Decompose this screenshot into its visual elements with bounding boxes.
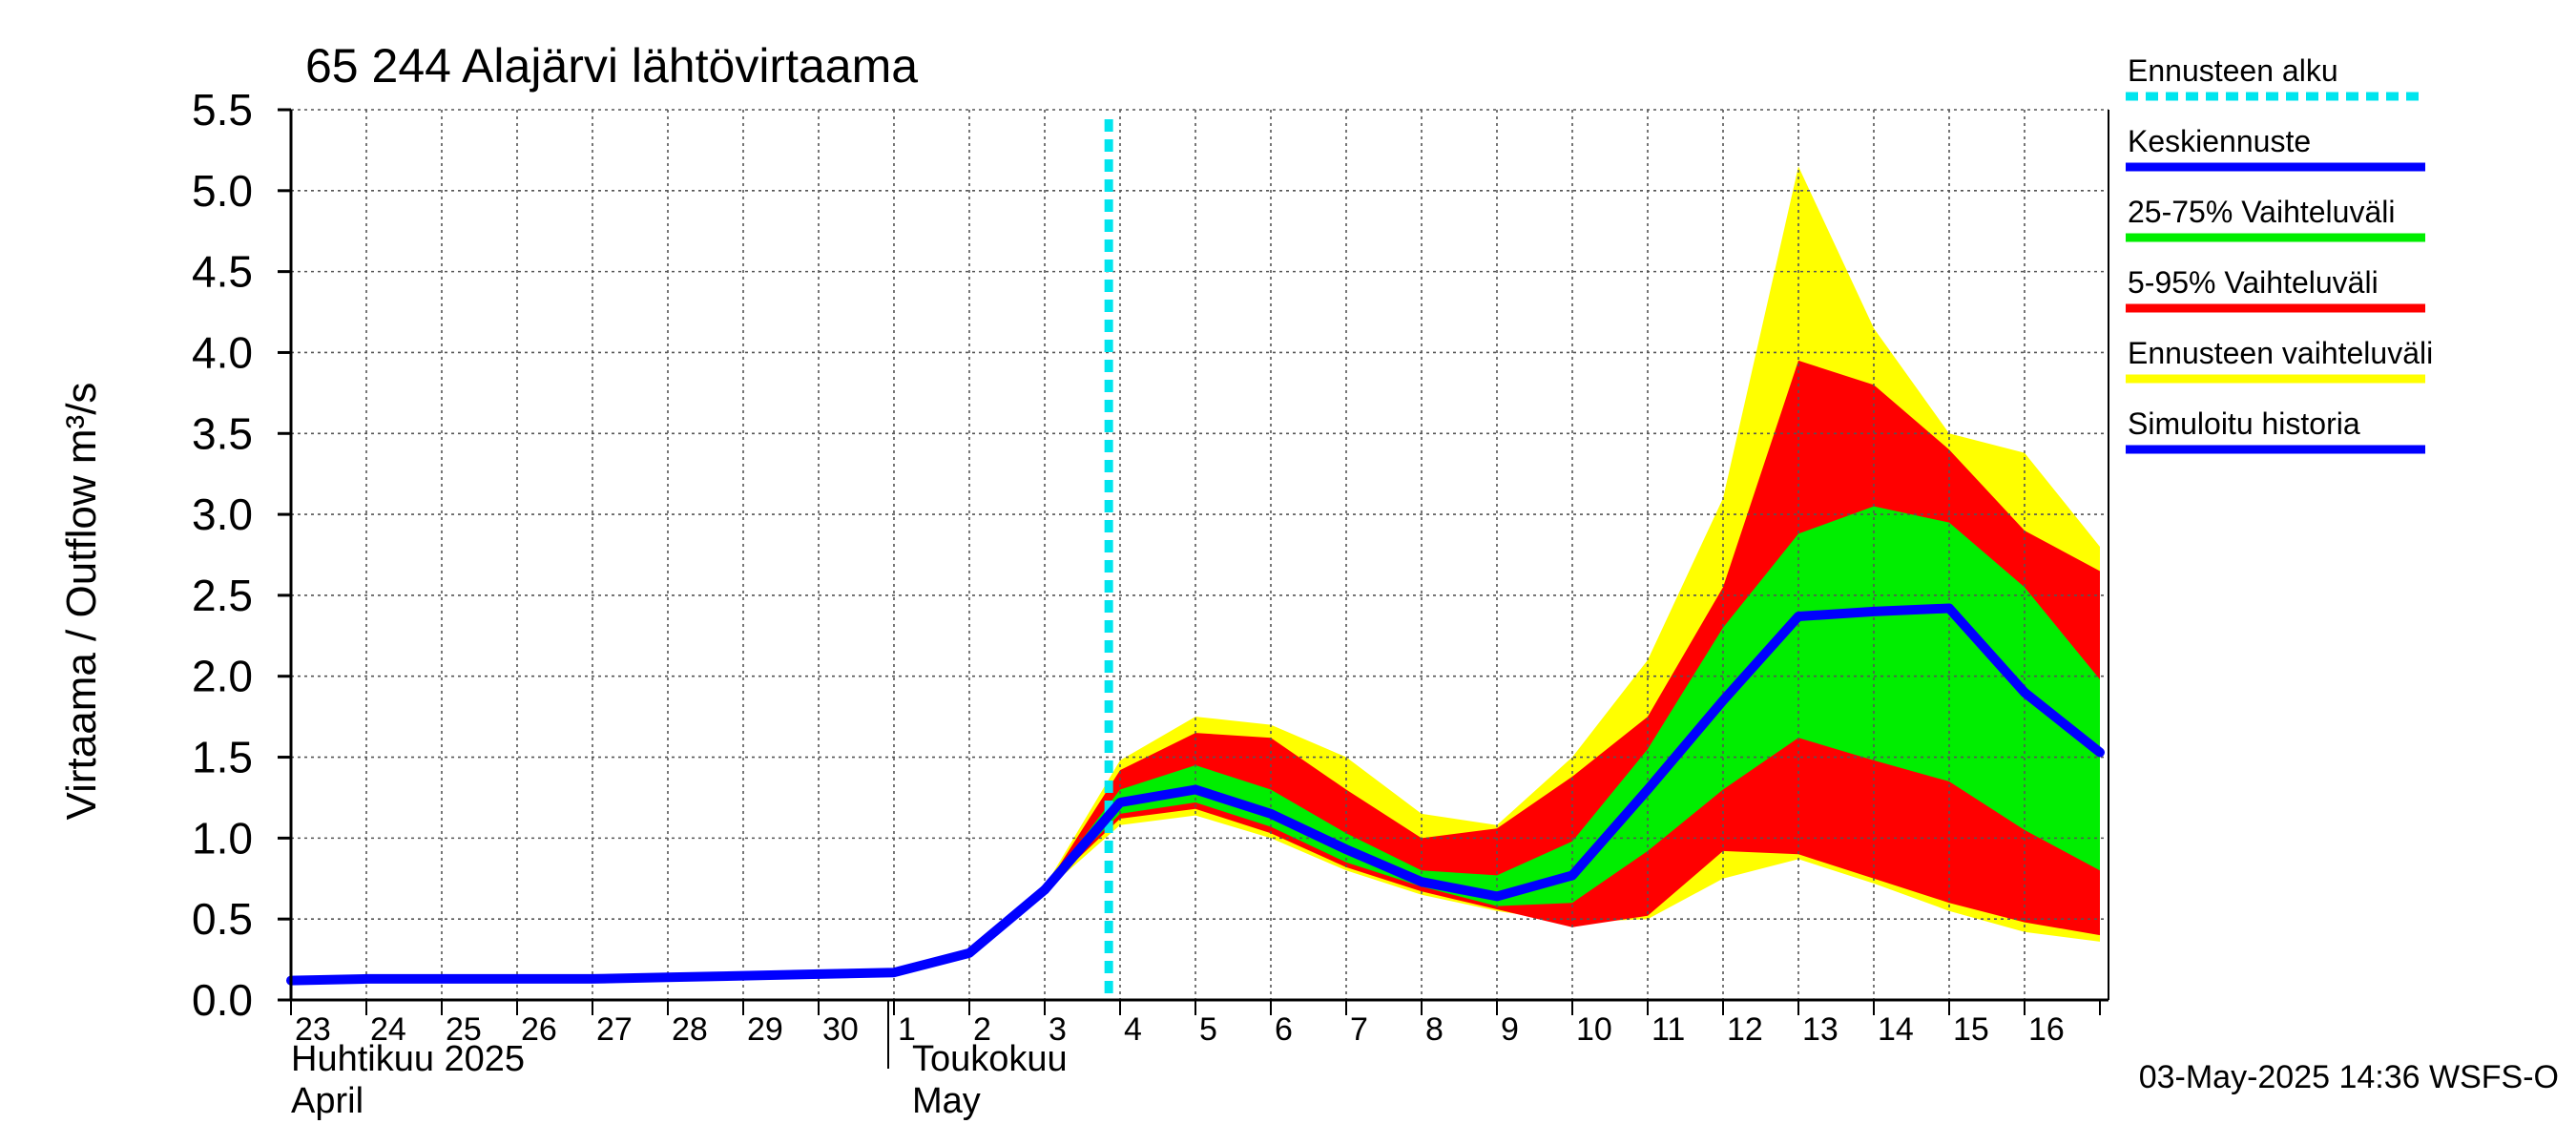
y-tick-label: 5.5: [192, 85, 253, 135]
month-label: Toukokuu: [912, 1039, 1068, 1079]
legend-label: Ennusteen alku: [2128, 53, 2338, 88]
y-tick-label: 3.5: [192, 408, 253, 458]
x-tick-label: 4: [1124, 1011, 1142, 1048]
grid: [291, 109, 2109, 1000]
footer-timestamp: 03-May-2025 14:36 WSFS-O: [2139, 1059, 2559, 1095]
x-tick-label: 14: [1878, 1011, 1914, 1048]
x-tick-label: 12: [1727, 1011, 1763, 1048]
x-tick-label: 9: [1501, 1011, 1519, 1048]
band-2: [1045, 506, 2100, 906]
x-tick-label: 30: [822, 1011, 859, 1048]
legend-label: Ennusteen vaihteluväli: [2128, 336, 2433, 370]
x-tick-label: 25: [446, 1011, 482, 1048]
uncertainty-bands: [1045, 166, 2100, 942]
x-tick-label: 8: [1425, 1011, 1444, 1048]
y-tick-label: 1.0: [192, 813, 253, 863]
series-lines: [286, 119, 2105, 1000]
y-axis-ticks: 0.0 0.5 1.0 1.5 2.0 2.5 3.0 3.5 4.0 4.5 5.0 5.5: [192, 85, 291, 1025]
y-tick-label: 1.5: [192, 733, 253, 782]
x-tick-label: 13: [1802, 1011, 1839, 1048]
series-line-1: [286, 885, 1049, 986]
month-label-en: April: [291, 1081, 364, 1121]
y-tick-label: 2.5: [192, 571, 253, 620]
x-tick-label: 26: [521, 1011, 557, 1048]
x-axis-ticks: 23 24 25 26 27 28 29 30 1 2 3 4 5 6 7 8 9 10 11 12 13 14 15 16: [290, 1000, 2101, 1048]
legend-label: 5-95% Vaihteluväli: [2128, 265, 2379, 300]
y-tick-label: 0.5: [192, 894, 253, 944]
y-tick-label: 5.0: [192, 166, 253, 216]
x-tick-label: 28: [672, 1011, 708, 1048]
x-tick-label: 6: [1275, 1011, 1293, 1048]
legend-label: Simuloitu historia: [2128, 406, 2360, 441]
x-tick-label: 27: [596, 1011, 633, 1048]
chart-title: 65 244 Alajärvi lähtövirtaama: [305, 39, 918, 93]
x-tick-label: 1: [898, 1011, 916, 1048]
x-tick-label: 29: [747, 1011, 783, 1048]
y-tick-label: 4.0: [192, 327, 253, 377]
x-tick-label: 7: [1350, 1011, 1368, 1048]
month-label: Huhtikuu 2025: [291, 1039, 525, 1079]
legend-label: 25-75% Vaihteluväli: [2128, 195, 2395, 229]
x-tick-label: 10: [1576, 1011, 1612, 1048]
y-tick-label: 2.0: [192, 652, 253, 701]
series-line-0: [1040, 603, 2105, 902]
y-tick-label: 4.5: [192, 247, 253, 297]
x-tick-label: 11: [1652, 1011, 1685, 1048]
y-axis-label: Virtaama / Outflow m³/s: [58, 383, 105, 821]
x-tick-label: 15: [1953, 1011, 1989, 1048]
x-tick-label: 16: [2028, 1011, 2065, 1048]
legend: Ennusteen alku Keskiennuste 25-75% Vaihtel…: [2126, 53, 2433, 454]
month-label-en: May: [912, 1081, 981, 1121]
y-tick-label: 0.0: [192, 975, 253, 1025]
x-tick-label: 5: [1199, 1011, 1217, 1048]
y-tick-label: 3.0: [192, 489, 253, 539]
legend-label: Keskiennuste: [2128, 124, 2311, 158]
axes: [289, 110, 2109, 1002]
x-tick-label: 24: [370, 1011, 406, 1048]
x-tick-label: 3: [1049, 1011, 1067, 1048]
x-tick-label: 2: [973, 1011, 991, 1048]
band-1: [1045, 360, 2100, 936]
x-tick-label: 23: [295, 1011, 331, 1048]
